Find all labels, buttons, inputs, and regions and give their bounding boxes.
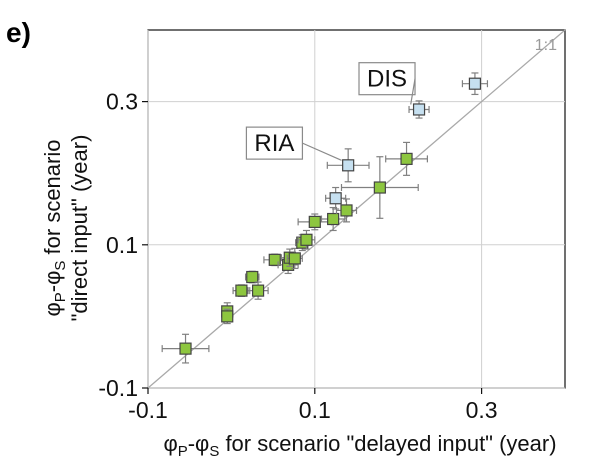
data-point: [326, 148, 370, 183]
point-marker: [246, 270, 259, 284]
point-marker: [412, 103, 426, 116]
data-point: [320, 206, 346, 232]
point-marker: [468, 77, 482, 90]
data-point: [221, 308, 234, 325]
x-tick-label: -0.1: [128, 397, 168, 423]
points-layer: [161, 72, 489, 364]
point-marker: [308, 215, 321, 228]
point-marker: [235, 284, 248, 297]
point-marker: [221, 310, 234, 323]
point-marker: [373, 181, 386, 194]
data-point: [161, 333, 210, 364]
x-tick-label: 0.1: [299, 397, 331, 423]
point-marker: [327, 212, 340, 226]
x-axis-title: φP-φS for scenario "delayed input" (year…: [163, 431, 556, 460]
data-point: [247, 281, 269, 300]
annotation-layer: RIA DIS: [245, 62, 416, 161]
x-tick-label: 0.3: [466, 397, 498, 423]
point-marker: [300, 233, 313, 246]
point-marker: [268, 253, 281, 266]
annotation: DIS: [358, 62, 416, 105]
point-marker: [251, 284, 265, 297]
annotation-box: [245, 126, 304, 160]
point-marker: [342, 159, 355, 172]
point-marker: [329, 192, 342, 205]
data-point: [232, 284, 251, 297]
one-to-one-label: 1:1: [535, 37, 557, 54]
svg-text:"direct input" (year): "direct input" (year): [67, 135, 92, 322]
data-point: [244, 270, 260, 284]
annotation-leader: [302, 142, 342, 161]
data-point: [335, 198, 358, 223]
data-point: [385, 141, 428, 176]
point-marker: [179, 342, 192, 355]
point-marker: [400, 152, 413, 165]
svg-text:φP-φS for scenario: φP-φS for scenario: [40, 140, 69, 317]
annotation-leader: [410, 78, 416, 105]
y-tick-label: 0.3: [106, 89, 138, 115]
point-marker: [340, 204, 353, 217]
data-point: [340, 156, 419, 219]
data-point: [297, 229, 316, 250]
tick-layer: -0.1 0.1 0.3 -0.1 0.1 0.3: [98, 89, 497, 423]
grid-layer: [147, 30, 565, 389]
data-point: [408, 100, 430, 119]
y-axis-title: φP-φS for scenario "direct input" (year): [40, 135, 92, 322]
point-marker: [288, 252, 301, 265]
data-point: [297, 213, 333, 231]
data-point: [325, 186, 347, 210]
annotation-text: DIS: [367, 66, 407, 93]
data-point: [461, 72, 489, 96]
data-point: [286, 247, 303, 270]
y-tick-label: 0.1: [106, 232, 138, 258]
panel-label: e): [6, 17, 31, 48]
y-tick-label: -0.1: [98, 375, 138, 401]
annotation: RIA: [245, 126, 342, 161]
annotation-text: RIA: [254, 130, 294, 157]
